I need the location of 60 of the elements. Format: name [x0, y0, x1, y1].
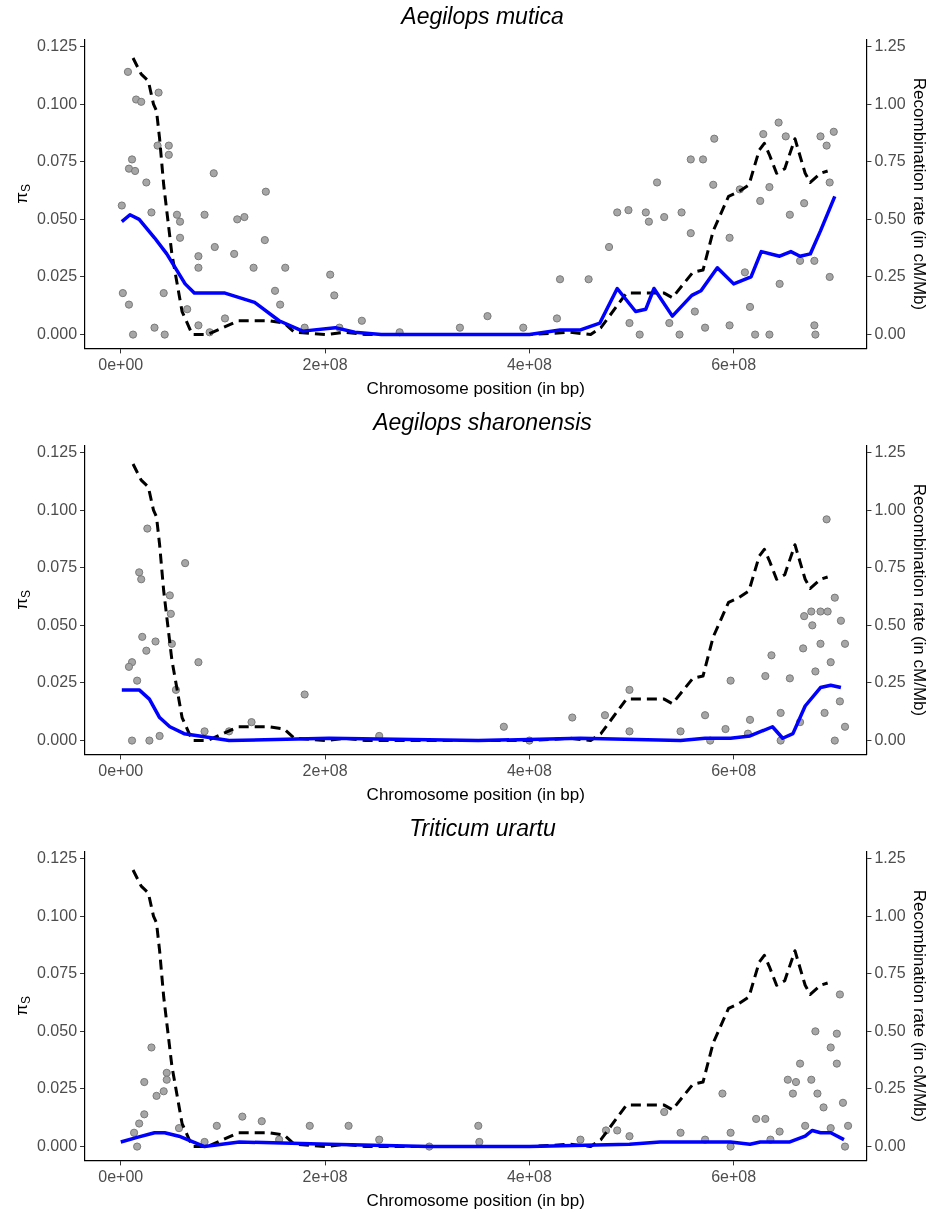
y-tick-label: 0.000: [36, 324, 78, 342]
x-axis-title: Chromosome position (in bp): [366, 785, 585, 805]
y2-tick-label: 1.00: [874, 906, 906, 924]
y2-axis-title: Recombination rate (in cM/Mb): [910, 77, 930, 311]
y-axis-title: πS: [11, 996, 34, 1016]
chart-title: Triticum urartu: [409, 815, 556, 842]
x-tick-label: 4e+08: [506, 1168, 552, 1186]
x-axis-title: Chromosome position (in bp): [366, 1191, 585, 1211]
y-tick-label: 0.100: [36, 94, 78, 112]
chart-title: Aegilops mutica: [399, 3, 564, 30]
y2-axis-title: Recombination rate (in cM/Mb): [910, 483, 930, 717]
y-tick-label: 0.075: [36, 558, 78, 576]
x-tick-label: 2e+08: [302, 356, 348, 374]
y-tick-label: 0.050: [36, 1021, 78, 1039]
y2-tick-label: 0.00: [874, 730, 906, 748]
y2-tick-label: 1.25: [874, 36, 906, 54]
y2-axis-title: Recombination rate (in cM/Mb): [910, 889, 930, 1123]
y-tick-label: 0.100: [36, 500, 78, 518]
y-tick-label: 0.050: [36, 209, 78, 227]
y2-tick-label: 0.00: [874, 324, 906, 342]
y2-tick-label: 1.25: [874, 442, 906, 460]
y2-tick-label: 0.75: [874, 964, 906, 982]
y2-tick-label: 1.00: [874, 500, 906, 518]
x-tick-label: 0e+00: [98, 762, 144, 780]
y-tick-label: 0.075: [36, 152, 78, 170]
x-tick-label: 0e+00: [98, 1168, 144, 1186]
y-tick-label: 0.125: [36, 36, 78, 54]
y2-tick-label: 0.75: [874, 152, 906, 170]
x-tick-label: 6e+08: [711, 356, 757, 374]
y2-tick-label: 0.00: [874, 1136, 906, 1154]
y2-tick-label: 0.25: [874, 267, 906, 285]
y-tick-label: 0.100: [36, 906, 78, 924]
x-tick-label: 2e+08: [302, 762, 348, 780]
x-tick-label: 4e+08: [506, 356, 552, 374]
y-axis-title: πS: [11, 184, 34, 204]
y-tick-label: 0.000: [36, 730, 78, 748]
y-tick-label: 0.050: [36, 615, 78, 633]
y2-tick-label: 0.50: [874, 209, 906, 227]
x-axis-title: Chromosome position (in bp): [366, 379, 585, 399]
x-tick-label: 0e+00: [98, 356, 144, 374]
y-tick-label: 0.125: [36, 848, 78, 866]
x-tick-label: 6e+08: [711, 1168, 757, 1186]
x-tick-label: 4e+08: [506, 762, 552, 780]
chart-title: Aegilops sharonensis: [371, 409, 593, 436]
y-tick-label: 0.000: [36, 1136, 78, 1154]
y2-tick-label: 0.50: [874, 615, 906, 633]
y2-tick-label: 0.25: [874, 1079, 906, 1097]
y-tick-label: 0.075: [36, 964, 78, 982]
y-tick-label: 0.025: [36, 1079, 78, 1097]
y-axis-title: πS: [11, 590, 34, 610]
y2-tick-label: 0.50: [874, 1021, 906, 1039]
y-tick-label: 0.125: [36, 442, 78, 460]
y-tick-label: 0.025: [36, 673, 78, 691]
x-tick-label: 2e+08: [302, 1168, 348, 1186]
y2-tick-label: 0.25: [874, 673, 906, 691]
y2-tick-label: 1.25: [874, 848, 906, 866]
y2-tick-label: 1.00: [874, 94, 906, 112]
x-tick-label: 6e+08: [711, 762, 757, 780]
y-tick-label: 0.025: [36, 267, 78, 285]
y2-tick-label: 0.75: [874, 558, 906, 576]
